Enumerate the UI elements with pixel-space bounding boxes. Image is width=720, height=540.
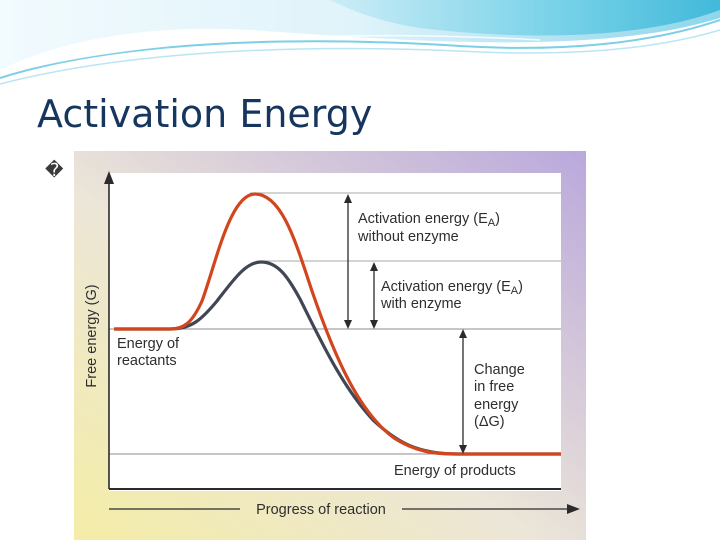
label-ea-with-enzyme-2: with enzyme <box>380 296 462 312</box>
y-axis-label: Free energy (G) <box>84 284 100 387</box>
label-change-free-energy-3: energy <box>474 397 519 413</box>
curve-without-enzyme <box>114 192 561 456</box>
label-energy-of-products: Energy of products <box>394 463 516 479</box>
label-change-free-energy-4: (ΔG) <box>474 414 505 430</box>
label-ea-without-enzyme-2: without enzyme <box>357 229 459 245</box>
y-axis-arrow-icon <box>104 171 114 184</box>
activation-energy-diagram: Activation energy (EA) without enzyme Ac… <box>74 151 586 540</box>
label-ea-with-enzyme: Activation energy (EA) <box>381 279 523 297</box>
label-change-free-energy-1: Change <box>474 362 525 378</box>
header-banner <box>0 0 720 85</box>
label-energy-of-reactants-2: reactants <box>117 353 177 369</box>
label-ea-without-enzyme: Activation energy (EA) <box>358 211 500 229</box>
bullet-icon: � <box>45 160 64 181</box>
plot-panel <box>109 173 561 491</box>
ea-with-enzyme-arrow <box>370 262 378 329</box>
label-change-free-energy-2: in free <box>474 379 514 395</box>
x-axis-arrow-icon <box>567 504 580 514</box>
x-axis-label: Progress of reaction <box>256 502 386 518</box>
ea-without-enzyme-arrow <box>344 194 352 329</box>
delta-g-arrow <box>459 329 467 454</box>
x-axis-progress-arrow <box>109 504 580 514</box>
label-energy-of-reactants: Energy of <box>117 336 180 352</box>
slide-title: Activation Energy <box>37 92 373 136</box>
